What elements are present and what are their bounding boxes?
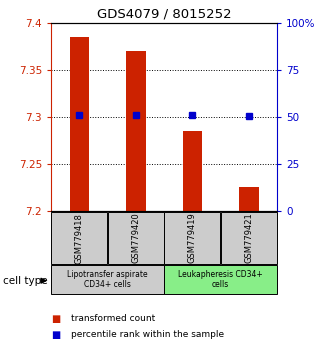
Text: ■: ■ (51, 330, 60, 339)
Bar (182, 131, 202, 211)
Text: ■: ■ (51, 314, 60, 324)
Text: percentile rank within the sample: percentile rank within the sample (71, 330, 224, 339)
Text: GSM779419: GSM779419 (188, 213, 197, 263)
Bar (239, 187, 259, 211)
Bar (51, 265, 164, 294)
Title: GDS4079 / 8015252: GDS4079 / 8015252 (97, 7, 231, 21)
Text: transformed count: transformed count (71, 314, 155, 323)
Bar (164, 212, 220, 264)
Bar (70, 37, 89, 211)
Bar (51, 212, 107, 264)
Text: cell type: cell type (3, 276, 48, 286)
Bar (221, 212, 277, 264)
Text: GSM779420: GSM779420 (131, 213, 141, 263)
Bar (126, 51, 146, 211)
Bar (164, 265, 277, 294)
Text: GSM779421: GSM779421 (245, 213, 253, 263)
Bar (108, 212, 164, 264)
Text: Leukapheresis CD34+
cells: Leukapheresis CD34+ cells (178, 270, 263, 289)
Text: GSM779418: GSM779418 (75, 213, 84, 263)
Text: Lipotransfer aspirate
CD34+ cells: Lipotransfer aspirate CD34+ cells (67, 270, 148, 289)
